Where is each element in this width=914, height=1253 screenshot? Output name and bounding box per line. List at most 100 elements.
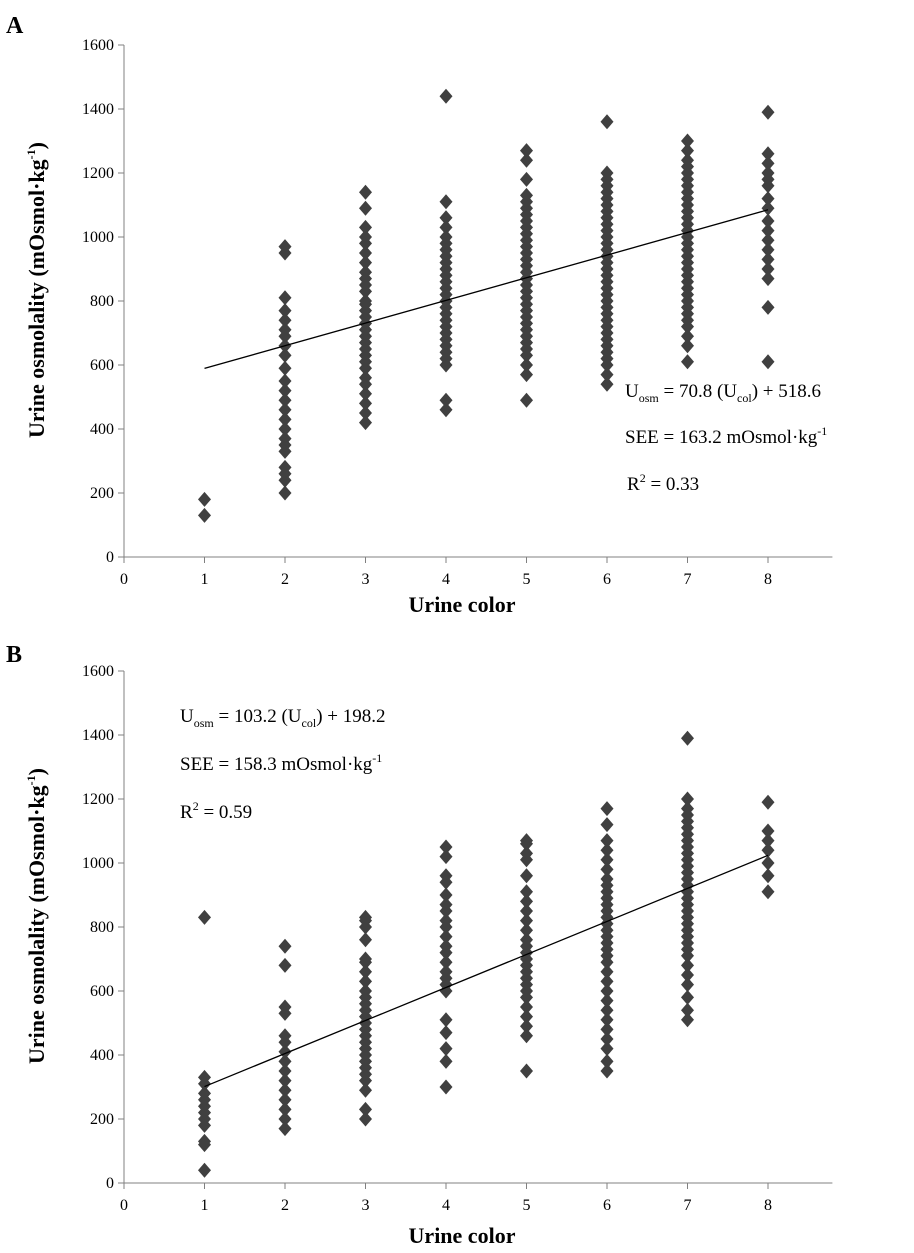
panel-a-data-point bbox=[520, 392, 533, 408]
panel-a-data-point bbox=[761, 104, 775, 120]
panel-a-plot-area: 0 200 400 600 800 1000 1200 1400 1600 0 1 2 3 4 5 6 7 8 bbox=[82, 37, 833, 588]
panel-b-data-point bbox=[520, 999, 533, 1015]
panel-a-data-point bbox=[278, 347, 292, 363]
panel-b-data-point bbox=[600, 801, 614, 817]
panel-b-y-title-main: Urine osmolality (mOsmol·kg bbox=[24, 785, 49, 1064]
panel-b-data-point bbox=[600, 833, 614, 849]
panel-b-data-point bbox=[761, 823, 775, 839]
panel-b-data-point bbox=[600, 983, 614, 999]
panel-b-data-point bbox=[359, 1111, 372, 1127]
panel-b-y-tick-label: 200 bbox=[90, 1111, 114, 1128]
panel-b-data-point bbox=[600, 852, 614, 868]
panel-b-y-tick-label: 800 bbox=[90, 919, 114, 936]
panel-a-data-point bbox=[359, 184, 372, 200]
panel-a-x-tick-label: 1 bbox=[201, 571, 209, 588]
panel-a: A Urine osmolality (mOsmol·kg-1) 0200400… bbox=[6, 13, 833, 617]
panel-b-data-point bbox=[439, 964, 453, 980]
panel-b-data-point bbox=[520, 1028, 533, 1044]
panel-a-y-title-sup: -1 bbox=[24, 149, 38, 159]
panel-a-y-tick-label: 1600 bbox=[82, 37, 114, 54]
panel-a-data-point bbox=[761, 165, 775, 181]
panel-a-data-point bbox=[761, 261, 775, 277]
panel-b-x-tick-label: 1 bbox=[201, 1197, 209, 1214]
panel-a-data-point bbox=[278, 239, 292, 255]
panel-b-data-point bbox=[520, 833, 533, 849]
panel-b-data-point bbox=[439, 839, 453, 855]
panel-b-regression-line bbox=[204, 854, 769, 1088]
panel-b-data-point bbox=[681, 989, 694, 1005]
panel-a-eq-mid-sub: col bbox=[737, 391, 752, 405]
panel-a-annotations: Uosm = 70.8 (Ucol) + 518.6 SEE = 163.2 m… bbox=[625, 381, 827, 495]
panel-a-y-tick-label: 600 bbox=[90, 357, 114, 374]
panel-b-data-point bbox=[278, 1082, 292, 1098]
panel-b-data-point bbox=[198, 1133, 211, 1149]
panel-a-data-point bbox=[278, 485, 292, 501]
panel-b-data-point bbox=[198, 1069, 211, 1085]
panel-b-x-tick-label: 4 bbox=[442, 1197, 450, 1214]
panel-a-data-point bbox=[278, 322, 292, 338]
panel-b-data-point bbox=[600, 842, 614, 858]
panel-a-data-point bbox=[761, 213, 775, 229]
panel-a-y-tick-label: 200 bbox=[90, 485, 114, 502]
panel-a-data-point bbox=[278, 411, 292, 427]
panel-b-data-point bbox=[520, 845, 533, 861]
panel-a-data-point bbox=[600, 367, 614, 383]
panel-b-data-point bbox=[439, 913, 453, 929]
panel-b-data-point bbox=[359, 964, 372, 980]
panel-b-data-point bbox=[600, 1031, 614, 1047]
panel-b-data-point bbox=[520, 893, 533, 909]
panel-b-data-point bbox=[761, 855, 775, 871]
panel-a-r2-sup: 2 bbox=[640, 471, 646, 485]
panel-b: B Urine osmolality (mOsmol·kg-1) 0200400… bbox=[6, 642, 833, 1248]
panel-b-data-point bbox=[278, 1073, 292, 1089]
panel-a-data-point bbox=[761, 191, 775, 207]
panel-b-data-point bbox=[600, 817, 614, 833]
panel-b-data-point bbox=[600, 964, 614, 980]
panel-b-data-point bbox=[439, 849, 453, 865]
panel-a-data-point bbox=[520, 367, 533, 383]
panel-b-data-point bbox=[439, 1041, 453, 1057]
panel-b-data-point bbox=[520, 932, 533, 948]
panel-b-data-point bbox=[278, 1028, 292, 1044]
panel-b-data-point bbox=[681, 730, 694, 746]
panel-a-y-axis-title: Urine osmolality (mOsmol·kg-1) bbox=[24, 142, 49, 438]
panel-b-eq-rhs: ) + 198.2 bbox=[316, 706, 385, 727]
panel-a-data-point bbox=[681, 328, 694, 344]
panel-b-data-point bbox=[439, 1025, 453, 1041]
panel-b-data-point bbox=[600, 861, 614, 877]
panel-a-data-point bbox=[278, 290, 292, 306]
panel-b-x-tick-label: 8 bbox=[764, 1197, 772, 1214]
panel-b-data-point bbox=[278, 1092, 292, 1108]
panel-b-r2-pre: R bbox=[180, 802, 193, 823]
panel-b-y-title: Urine osmolality (mOsmol·kg-1) bbox=[24, 768, 49, 1064]
panel-a-data-point bbox=[761, 223, 775, 239]
panel-b-y-tick-label: 600 bbox=[90, 983, 114, 1000]
panel-b-data-point bbox=[439, 938, 453, 954]
panel-a-data-point bbox=[278, 392, 292, 408]
panel-b-data-point bbox=[359, 983, 372, 999]
panel-a-x-tick-label: 3 bbox=[362, 571, 370, 588]
panel-a-data-point bbox=[439, 392, 453, 408]
panel-a-data-point bbox=[761, 242, 775, 258]
panel-b-y-title-close: ) bbox=[24, 768, 49, 775]
panel-b-data-point bbox=[681, 957, 694, 973]
panel-a-data-point bbox=[681, 133, 694, 149]
panel-b-data-point bbox=[681, 1002, 694, 1018]
panel-a-data-point bbox=[278, 459, 292, 475]
panel-a-data-point bbox=[681, 338, 694, 354]
panel-b-y-axis-title: Urine osmolality (mOsmol·kg-1) bbox=[24, 768, 49, 1064]
panel-b-equation: Uosm = 103.2 (Ucol) + 198.2 bbox=[180, 706, 385, 730]
panel-a-data-point bbox=[520, 187, 533, 203]
panel-b-data-point bbox=[600, 871, 614, 887]
panel-b-data-point bbox=[359, 973, 372, 989]
panel-a-y-tick-label: 1000 bbox=[82, 229, 114, 246]
panel-b-y-tick-label: 1200 bbox=[82, 791, 114, 808]
panel-b-data-point bbox=[439, 868, 453, 884]
panel-b-data-point bbox=[520, 868, 533, 884]
panel-a-x-tick-label: 8 bbox=[764, 571, 772, 588]
panel-a-data-point bbox=[520, 171, 533, 187]
panel-a-data-point bbox=[681, 354, 694, 370]
panel-a-y-title-close: ) bbox=[24, 142, 49, 149]
panel-a-x-axis-title: Urine color bbox=[409, 592, 516, 617]
panel-a-y-title-main: Urine osmolality (mOsmol·kg bbox=[24, 159, 49, 438]
